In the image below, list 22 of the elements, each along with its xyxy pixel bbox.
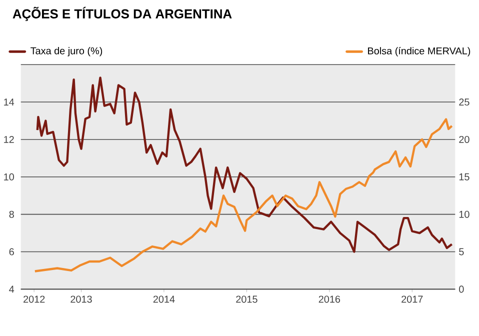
y-tick-label: 8 (9, 210, 14, 218)
chart-title: AÇÕES E TÍTULOS DA ARGENTINA (12, 6, 232, 22)
legend-label: Bolsa (índice MERVAL) (368, 47, 470, 56)
y2-tick-label: 10 (459, 210, 470, 218)
x-tick-label: 2015 (236, 296, 258, 303)
y-tick-label: 6 (9, 248, 14, 256)
line-series (36, 76, 453, 253)
legend-label: Taxa de juro (%) (30, 47, 102, 56)
x-tick-label: 2014 (153, 296, 175, 303)
y-tick-label: 4 (9, 286, 14, 293)
y2-tick-label: 25 (459, 98, 470, 106)
x-tick-label: 2016 (318, 296, 340, 303)
x-tick-label: 2017 (402, 296, 423, 303)
y2-tick-label: 15 (459, 173, 470, 180)
x-tick-label: 2013 (70, 296, 92, 303)
y-tick-label: 12 (4, 136, 14, 143)
y-tick-label: 14 (4, 98, 14, 106)
y2-tick-label: 0 (459, 286, 464, 293)
y2-tick-label: 20 (459, 136, 470, 144)
y2-tick-label: 5 (459, 248, 464, 256)
x-tick-label: 2012 (24, 296, 45, 303)
y-tick-label: 10 (4, 173, 14, 180)
